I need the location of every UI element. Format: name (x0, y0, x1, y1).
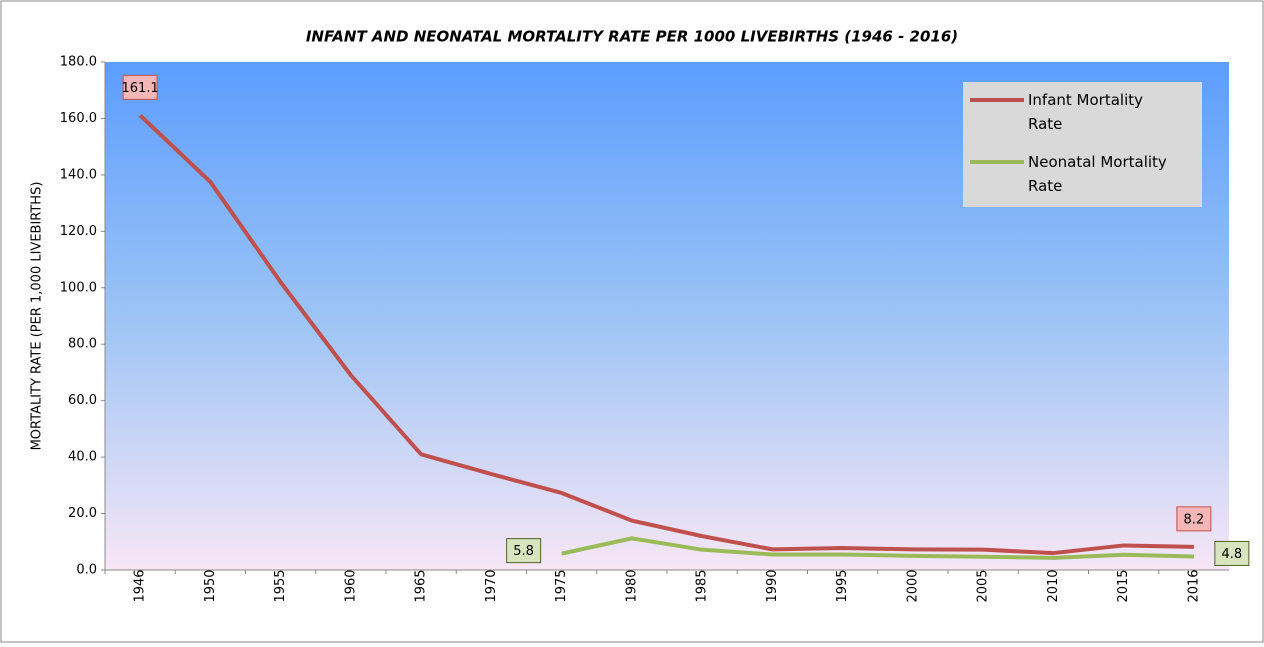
x-tick-label: 1955 (273, 569, 288, 602)
x-tick-label: 2010 (1046, 569, 1061, 602)
y-tick-label: 60.0 (68, 393, 97, 408)
x-tick-label: 1980 (624, 569, 639, 602)
y-tick-label: 80.0 (68, 337, 97, 352)
y-tick-label: 180.0 (60, 55, 97, 70)
x-tick-label: 1960 (343, 569, 358, 602)
legend-label: Infant Mortality Rate (1028, 91, 1143, 133)
x-tick-label: 1970 (484, 569, 499, 602)
x-tick-label: 1965 (414, 569, 429, 602)
legend-label: Neonatal Mortality Rate (1028, 153, 1167, 195)
legend (963, 82, 1202, 207)
x-tick-label: 1985 (695, 569, 710, 602)
chart-title: INFANT AND NEONATAL MORTALITY RATE PER 1… (306, 28, 958, 46)
x-tick-label: 1950 (203, 569, 218, 602)
x-tick-label: 2015 (1116, 569, 1131, 602)
data-label-box (122, 74, 158, 100)
y-tick-label: 120.0 (60, 224, 97, 239)
y-tick-label: 140.0 (60, 167, 97, 182)
y-tick-label: 0.0 (76, 563, 97, 578)
y-axis-label: MORTALITY RATE (PER 1,000 LIVEBIRTHS) (30, 182, 45, 451)
y-tick-label: 100.0 (60, 280, 97, 295)
data-label: 4.8 (1222, 547, 1243, 562)
x-tick-label: 2016 (1186, 569, 1201, 602)
x-tick-label: 1995 (835, 569, 850, 602)
data-label-box (1176, 506, 1212, 532)
x-tick-label: 2005 (976, 569, 991, 602)
x-tick-label: 1990 (765, 569, 780, 602)
data-label: 161.1 (122, 81, 159, 96)
series-line (561, 536, 1194, 560)
x-tick-label: 1975 (554, 569, 569, 602)
data-label-box (506, 538, 542, 564)
x-tick-label: 1946 (133, 569, 148, 602)
y-tick-label: 20.0 (68, 506, 97, 521)
data-label-box (1214, 540, 1250, 566)
y-tick-label: 40.0 (68, 450, 97, 465)
series-line (138, 113, 1194, 556)
data-label: 8.2 (1184, 512, 1205, 527)
data-label: 5.8 (513, 544, 534, 559)
x-tick-label: 2000 (905, 569, 920, 602)
y-tick-label: 160.0 (60, 111, 97, 126)
